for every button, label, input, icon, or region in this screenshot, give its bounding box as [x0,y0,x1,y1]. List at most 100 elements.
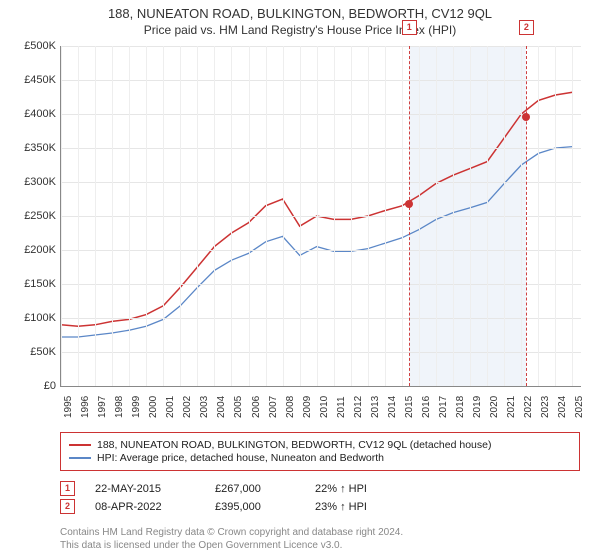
gridline-v [453,46,454,386]
gridline-v [402,46,403,386]
gridline-v [555,46,556,386]
transaction-row: 208-APR-2022£395,00023% ↑ HPI [60,499,580,514]
transaction-pct: 22% ↑ HPI [315,483,435,495]
gridline-h [61,250,581,251]
x-axis-label: 2012 [353,396,364,418]
y-axis-label: £500K [12,40,56,52]
y-axis-label: £350K [12,142,56,154]
transaction-date: 22-MAY-2015 [95,483,195,495]
transaction-price: £395,000 [215,501,295,513]
gridline-v [214,46,215,386]
data-point [405,200,413,208]
x-axis-label: 2009 [302,396,313,418]
x-axis-label: 2024 [557,396,568,418]
gridline-v [504,46,505,386]
x-axis-label: 2005 [233,396,244,418]
x-axis-label: 2023 [540,396,551,418]
x-axis-label: 1995 [63,396,74,418]
gridline-h [61,148,581,149]
gridline-v [300,46,301,386]
gridline-v [521,46,522,386]
x-axis-label: 1997 [97,396,108,418]
x-axis-label: 2020 [489,396,500,418]
transaction-table: 122-MAY-2015£267,00022% ↑ HPI208-APR-202… [60,478,580,517]
gridline-v [95,46,96,386]
x-axis-label: 2018 [455,396,466,418]
gridline-v [146,46,147,386]
x-axis-label: 2000 [148,396,159,418]
x-axis-label: 2004 [216,396,227,418]
y-axis-label: £450K [12,74,56,86]
x-axis-label: 1998 [114,396,125,418]
x-axis-label: 2022 [523,396,534,418]
gridline-v [78,46,79,386]
legend-label: 188, NUNEATON ROAD, BULKINGTON, BEDWORTH… [97,439,491,451]
x-axis-label: 2002 [182,396,193,418]
y-axis-label: £0 [12,380,56,392]
legend-swatch [69,457,91,459]
gridline-v [470,46,471,386]
gridline-v [419,46,420,386]
x-axis-label: 1996 [80,396,91,418]
footer-attribution: Contains HM Land Registry data © Crown c… [60,526,403,552]
x-axis-label: 1999 [131,396,142,418]
gridline-v [249,46,250,386]
x-axis-label: 2011 [336,396,347,418]
legend-box: 188, NUNEATON ROAD, BULKINGTON, BEDWORTH… [60,432,580,471]
gridline-v [368,46,369,386]
event-vline [526,46,527,386]
chart-title: 188, NUNEATON ROAD, BULKINGTON, BEDWORTH… [0,0,600,21]
event-vline [409,46,410,386]
gridline-h [61,216,581,217]
gridline-h [61,352,581,353]
gridline-v [317,46,318,386]
gridline-v [197,46,198,386]
data-point [522,113,530,121]
chart-plot-area: 12 [60,46,581,387]
gridline-v [385,46,386,386]
footer-line-2: This data is licensed under the Open Gov… [60,539,403,552]
gridline-v [129,46,130,386]
chart-subtitle: Price paid vs. HM Land Registry's House … [0,21,600,41]
y-axis-label: £300K [12,176,56,188]
gridline-h [61,318,581,319]
gridline-v [572,46,573,386]
gridline-v [334,46,335,386]
gridline-v [231,46,232,386]
gridline-v [180,46,181,386]
y-axis-label: £100K [12,312,56,324]
x-axis-label: 2015 [404,396,415,418]
gridline-v [538,46,539,386]
event-marker: 2 [519,20,534,35]
x-axis-label: 2016 [421,396,432,418]
transaction-marker: 1 [60,481,75,496]
y-axis-label: £200K [12,244,56,256]
gridline-v [283,46,284,386]
x-axis-label: 2006 [251,396,262,418]
x-axis-label: 2001 [165,396,176,418]
legend-row: 188, NUNEATON ROAD, BULKINGTON, BEDWORTH… [69,439,571,451]
y-axis-label: £150K [12,278,56,290]
gridline-h [61,114,581,115]
x-axis-label: 2014 [387,396,398,418]
legend-row: HPI: Average price, detached house, Nune… [69,452,571,464]
footer-line-1: Contains HM Land Registry data © Crown c… [60,526,403,539]
x-axis-label: 2003 [199,396,210,418]
y-axis-label: £400K [12,108,56,120]
x-axis-label: 2017 [438,396,449,418]
x-axis-label: 2007 [268,396,279,418]
gridline-h [61,284,581,285]
transaction-price: £267,000 [215,483,295,495]
x-axis-label: 2019 [472,396,483,418]
gridline-v [163,46,164,386]
gridline-h [61,182,581,183]
x-axis-label: 2008 [285,396,296,418]
y-axis-label: £50K [12,346,56,358]
gridline-v [487,46,488,386]
legend-label: HPI: Average price, detached house, Nune… [97,452,384,464]
gridline-v [436,46,437,386]
x-axis-label: 2021 [506,396,517,418]
gridline-h [61,46,581,47]
gridline-v [112,46,113,386]
transaction-marker: 2 [60,499,75,514]
